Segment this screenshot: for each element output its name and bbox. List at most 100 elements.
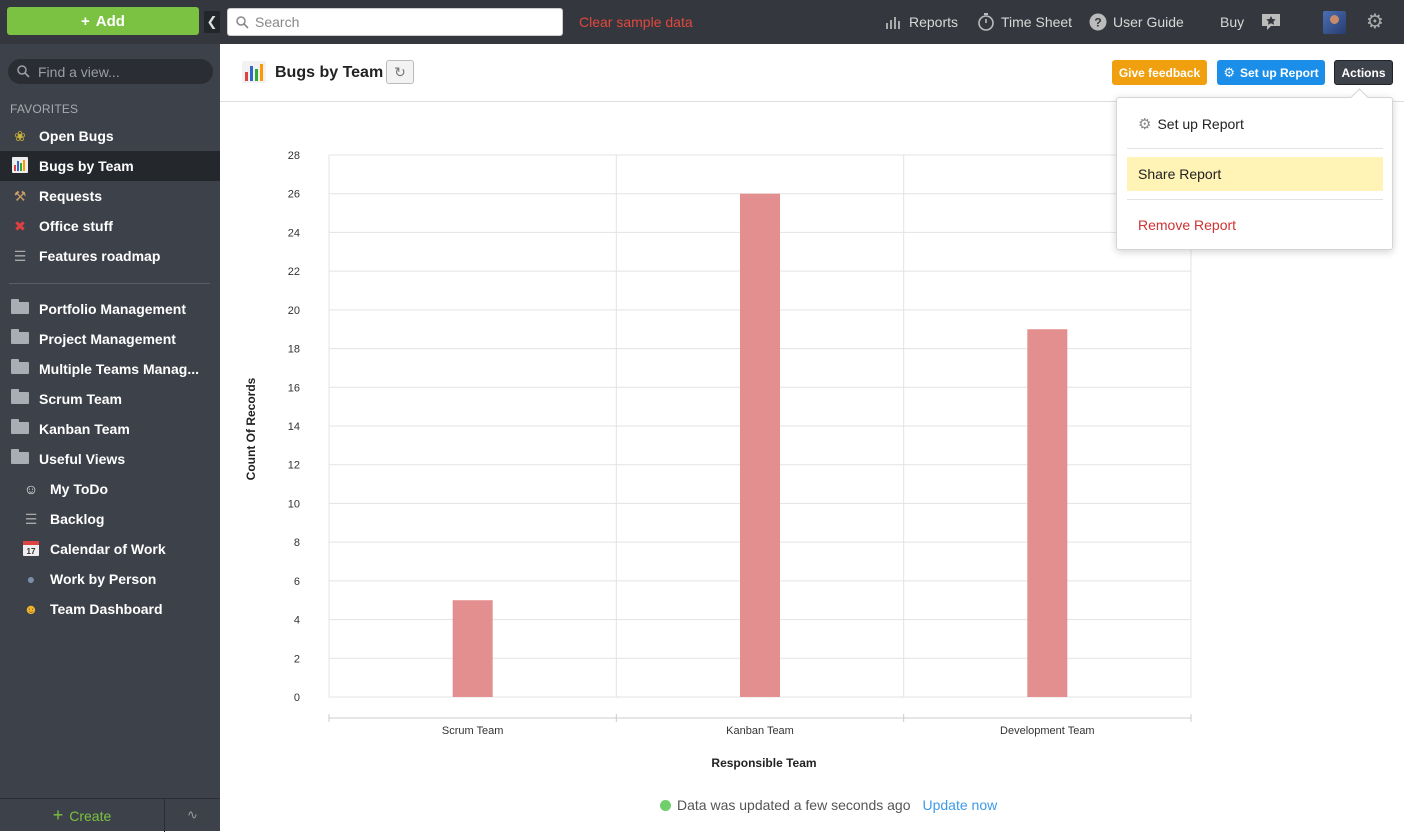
create-button[interactable]: + Create — [0, 799, 165, 832]
y-tick-label: 16 — [288, 382, 300, 394]
create-button-label: Create — [69, 807, 112, 824]
favorites-heading: FAVORITES — [10, 102, 79, 116]
actions-menu: ⚙ Set up Report Share Report Remove Repo… — [1116, 97, 1393, 250]
page-title: Bugs by Team — [275, 64, 384, 81]
find-view-input[interactable]: Find a view... — [8, 59, 213, 84]
sidebar-item-team-dashboard[interactable]: ☻ Team Dashboard — [0, 594, 220, 624]
folder-icon — [11, 359, 29, 377]
actions-button[interactable]: Actions — [1334, 60, 1393, 85]
refresh-icon: ↻ — [394, 63, 406, 80]
stopwatch-icon — [978, 13, 994, 31]
bug-icon: ❀ — [14, 127, 26, 144]
y-tick-label: 28 — [288, 150, 300, 162]
bar-chart-icon — [886, 17, 900, 29]
folder-icon — [11, 419, 29, 437]
clear-sample-data-link[interactable]: Clear sample data — [579, 14, 693, 30]
sidebar-item-label: Useful Views — [39, 451, 126, 467]
menu-divider — [1127, 148, 1383, 149]
menu-item-set-up-report[interactable]: ⚙ Set up Report — [1127, 107, 1383, 141]
update-now-link[interactable]: Update now — [922, 797, 998, 813]
hide-sidebar-eye-icon[interactable]: ∿ — [187, 807, 198, 822]
user-guide-nav[interactable]: ? User Guide — [1089, 0, 1184, 44]
sidebar-item-open-bugs[interactable]: ❀ Open Bugs — [0, 121, 220, 151]
give-feedback-button[interactable]: Give feedback — [1112, 60, 1207, 85]
sidebar-folder-portfolio-management[interactable]: Portfolio Management — [0, 294, 220, 324]
gear-icon: ⚙ — [1138, 116, 1152, 133]
sidebar-item-label: Open Bugs — [39, 128, 114, 144]
chart-bars — [452, 193, 1068, 697]
sidebar-item-label: Project Management — [39, 331, 176, 347]
sidebar-item-label: Backlog — [50, 511, 105, 527]
y-tick-label: 18 — [288, 344, 300, 356]
y-tick-label: 10 — [288, 498, 300, 510]
bar-kanban-team[interactable] — [740, 193, 780, 697]
sidebar-item-office-stuff[interactable]: ✖ Office stuff — [0, 211, 220, 241]
reports-nav-label: Reports — [909, 14, 959, 30]
x-tick-label: Kanban Team — [726, 725, 794, 737]
buy-nav[interactable]: Buy — [1220, 0, 1282, 44]
sidebar-item-label: Portfolio Management — [39, 301, 187, 317]
y-tick-label: 12 — [288, 460, 300, 472]
help-icon: ? — [1089, 13, 1107, 31]
set-up-report-button[interactable]: ⚙ Set up Report — [1217, 60, 1325, 85]
sidebar-folder-scrum-team[interactable]: Scrum Team — [0, 384, 220, 414]
bar-scrum-team[interactable] — [452, 600, 493, 697]
menu-item-label: Share Report — [1138, 166, 1222, 182]
find-view-placeholder: Find a view... — [38, 63, 120, 80]
bar-development-team[interactable] — [1027, 329, 1068, 697]
sidebar-item-label: Multiple Teams Manag... — [39, 361, 199, 377]
gear-icon: ⚙ — [1223, 64, 1235, 80]
roadmap-icon: ☰ — [13, 247, 27, 264]
set-up-report-label: Set up Report — [1239, 65, 1319, 80]
sidebar-item-backlog[interactable]: ☰ Backlog — [0, 504, 220, 534]
bar-chart-icon — [11, 156, 29, 176]
y-tick-label: 14 — [288, 421, 300, 433]
list-icon: ☰ — [24, 510, 38, 527]
collapse-sidebar-button[interactable]: ❮ — [204, 11, 220, 33]
time-sheet-nav[interactable]: Time Sheet — [977, 0, 1072, 44]
sidebar-item-label: Office stuff — [39, 218, 113, 234]
sidebar-folder-kanban-team[interactable]: Kanban Team — [0, 414, 220, 444]
star-badge-icon — [1262, 14, 1281, 30]
search-box[interactable] — [227, 8, 563, 36]
y-tick-label: 26 — [288, 189, 300, 201]
refresh-button[interactable]: ↻ — [386, 60, 414, 84]
sidebar-item-requests[interactable]: ⚒ Requests — [0, 181, 220, 211]
menu-item-share-report[interactable]: Share Report — [1127, 157, 1383, 191]
reports-nav[interactable]: Reports — [885, 0, 958, 44]
buy-nav-label: Buy — [1220, 14, 1245, 30]
sidebar-item-calendar-of-work[interactable]: 17 Calendar of Work — [0, 534, 220, 564]
y-axis-label: Count Of Records — [244, 377, 258, 480]
top-bar: + Add ❮ Clear sample data Reports Time S… — [0, 0, 1404, 44]
status-dot-icon — [660, 799, 671, 811]
sidebar-item-bugs-by-team[interactable]: Bugs by Team — [0, 151, 220, 181]
plus-icon: + — [52, 805, 64, 825]
y-tick-label: 0 — [294, 692, 300, 704]
menu-item-label: Remove Report — [1138, 217, 1237, 233]
sidebar-folder-multiple-teams[interactable]: Multiple Teams Manag... — [0, 354, 220, 384]
search-icon — [236, 15, 249, 29]
y-tick-label: 20 — [288, 305, 300, 317]
tools-icon: ⚒ — [13, 187, 27, 204]
add-button[interactable]: + Add — [7, 7, 199, 35]
sidebar-item-work-by-person[interactable]: ● Work by Person — [0, 564, 220, 594]
sidebar-item-features-roadmap[interactable]: ☰ Features roadmap — [0, 241, 220, 271]
folder-icon — [11, 299, 29, 317]
sidebar-item-label: Work by Person — [50, 571, 157, 587]
pushpin-icon: ✖ — [14, 217, 26, 234]
search-input[interactable] — [255, 14, 545, 30]
y-tick-label: 24 — [288, 227, 300, 239]
settings-gear-icon[interactable]: ⚙ — [1366, 11, 1384, 33]
menu-item-remove-report[interactable]: Remove Report — [1127, 208, 1383, 242]
y-tick-label: 4 — [294, 615, 300, 627]
calendar-icon: 17 — [22, 540, 40, 559]
sidebar-item-my-todo[interactable]: ☺ My ToDo — [0, 474, 220, 504]
update-status: Data was updated a few seconds ago Updat… — [660, 797, 997, 813]
sidebar-folder-project-management[interactable]: Project Management — [0, 324, 220, 354]
sidebar-folder-useful-views[interactable]: Useful Views — [0, 444, 220, 474]
svg-text:?: ? — [1094, 16, 1101, 30]
x-tick-label: Scrum Team — [442, 725, 504, 737]
user-avatar[interactable] — [1323, 11, 1346, 34]
